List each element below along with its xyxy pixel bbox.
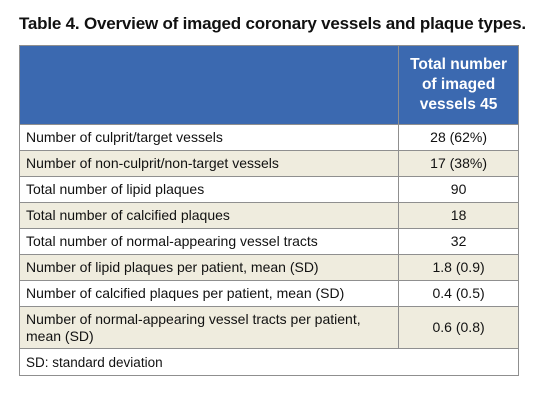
row-value: 17 (38%) xyxy=(398,150,519,177)
table-title: Table 4. Overview of imaged coronary ves… xyxy=(19,14,526,33)
row-label: Number of normal-appearing vessel tracts… xyxy=(18,306,400,349)
table-row: Number of lipid plaques per patient, mea… xyxy=(18,254,519,281)
data-table: Total number of imaged vessels 45 Number… xyxy=(18,45,519,376)
header-cell-label xyxy=(18,45,400,125)
table-row: Total number of lipid plaques 90 xyxy=(18,176,519,203)
table-footnote: SD: standard deviation xyxy=(19,348,519,376)
table-row: Number of non-culprit/non-target vessels… xyxy=(18,150,519,177)
row-label: Number of lipid plaques per patient, mea… xyxy=(18,254,400,281)
table-row: Number of culprit/target vessels 28 (62%… xyxy=(18,124,519,151)
row-label: Total number of normal-appearing vessel … xyxy=(18,228,400,255)
row-value: 32 xyxy=(398,228,519,255)
row-value: 18 xyxy=(398,202,519,229)
row-label: Number of culprit/target vessels xyxy=(18,124,400,151)
row-label: Number of non-culprit/non-target vessels xyxy=(18,150,400,177)
row-label: Number of calcified plaques per patient,… xyxy=(18,280,400,307)
header-cell-total-vessels: Total number of imaged vessels 45 xyxy=(398,45,519,125)
table-row: Total number of normal-appearing vessel … xyxy=(18,228,519,255)
row-value: 1.8 (0.9) xyxy=(398,254,519,281)
table-header-row: Total number of imaged vessels 45 xyxy=(18,45,519,125)
table-row: Number of calcified plaques per patient,… xyxy=(18,280,519,307)
table-row: Total number of calcified plaques 18 xyxy=(18,202,519,229)
table-footnote-row: SD: standard deviation xyxy=(19,348,519,376)
row-label: Total number of calcified plaques xyxy=(18,202,400,229)
row-value: 90 xyxy=(398,176,519,203)
row-value: 28 (62%) xyxy=(398,124,519,151)
row-value: 0.4 (0.5) xyxy=(398,280,519,307)
row-value: 0.6 (0.8) xyxy=(398,306,519,349)
row-label: Total number of lipid plaques xyxy=(18,176,400,203)
table-row: Number of normal-appearing vessel tracts… xyxy=(18,306,519,349)
